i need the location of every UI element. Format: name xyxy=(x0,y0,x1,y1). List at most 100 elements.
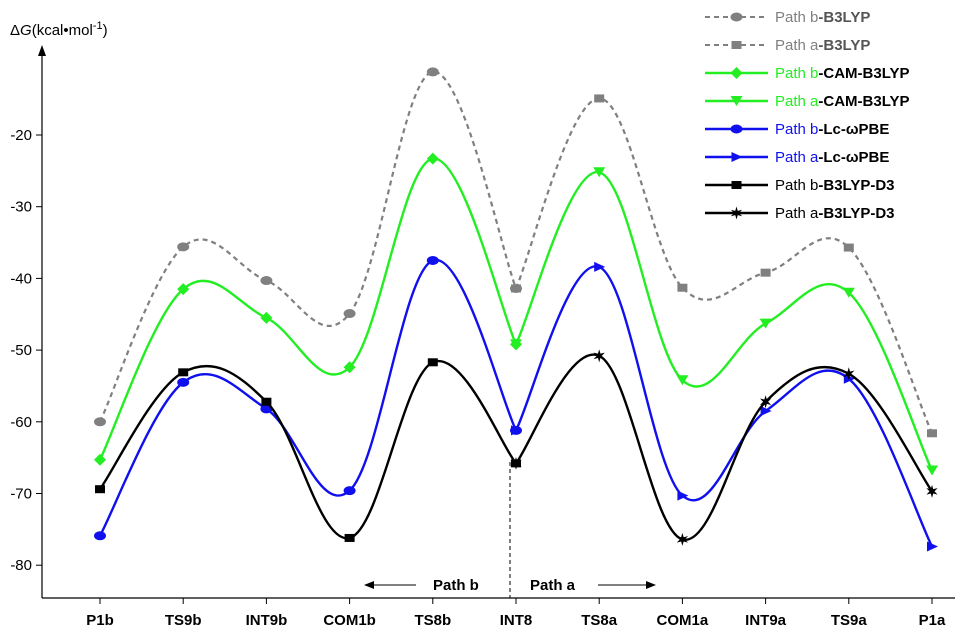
data-point-marker xyxy=(676,532,689,546)
x-tick-label: COM1b xyxy=(323,612,376,629)
data-point-marker xyxy=(427,358,438,367)
data-point-marker xyxy=(927,541,938,552)
x-tick-label: COM1a xyxy=(657,612,709,629)
data-point-marker xyxy=(760,268,771,277)
data-point-marker xyxy=(260,311,273,324)
series-7 xyxy=(510,349,938,546)
legend-item-4: Path b-Lc-ωPBE xyxy=(705,121,889,138)
series-line xyxy=(99,70,518,423)
data-point-marker xyxy=(343,309,356,319)
data-point-marker xyxy=(926,465,938,476)
x-tick-label: INT8 xyxy=(500,612,533,629)
legend-label: Path b-Lc-ωPBE xyxy=(775,121,889,138)
legend-label-method: -B3LYP xyxy=(818,9,870,26)
y-axis-label-close: ) xyxy=(103,22,108,39)
data-point-marker xyxy=(426,152,439,165)
data-point-marker xyxy=(177,283,190,296)
legend-label-path: Path b xyxy=(775,121,818,138)
series-6 xyxy=(95,358,521,542)
data-point-marker xyxy=(511,425,522,436)
legend-label-path: Path a xyxy=(775,149,819,166)
data-point-marker xyxy=(343,486,356,496)
legend-marker xyxy=(731,181,742,189)
legend-label: Path a-B3LYP-D3 xyxy=(775,205,895,222)
y-axis-label-sup: -1 xyxy=(93,20,103,32)
data-point-marker xyxy=(926,484,938,498)
y-axis-label-g: G xyxy=(20,22,32,39)
data-point-marker xyxy=(843,367,855,381)
path-a-annotation: Path a xyxy=(530,577,576,594)
legend-marker xyxy=(730,124,743,134)
legend-marker xyxy=(730,67,743,79)
legend-label-method: -Lc-ωPBE xyxy=(818,149,889,166)
y-axis-label: ΔG(kcal•mol-1) xyxy=(10,20,108,39)
data-point-marker xyxy=(677,490,689,501)
legend-label-method: -CAM-B3LYP xyxy=(818,93,909,110)
legend-label: Path a-B3LYP xyxy=(775,37,870,54)
data-point-marker xyxy=(95,485,105,494)
series-line xyxy=(99,359,517,540)
legend-marker xyxy=(730,12,743,22)
data-point-marker xyxy=(927,429,937,438)
series-2 xyxy=(94,152,522,466)
data-point-marker xyxy=(511,284,521,293)
data-point-marker xyxy=(677,283,688,292)
data-point-marker xyxy=(177,377,190,387)
y-tick-label: -40 xyxy=(10,270,32,287)
data-point-marker xyxy=(343,361,356,374)
legend-label-path: Path b xyxy=(775,65,818,82)
legend-item-3: Path a-CAM-B3LYP xyxy=(705,93,910,110)
series-3 xyxy=(510,167,938,476)
y-tick-label: -80 xyxy=(10,557,32,574)
path-a-arrowhead xyxy=(646,581,656,589)
svg-text:ΔG(kcal•mol-1): ΔG(kcal•mol-1) xyxy=(10,20,108,39)
legend-label-path: Path b xyxy=(775,9,818,26)
series-line xyxy=(514,265,934,548)
legend-item-0: Path b-B3LYP xyxy=(705,9,870,26)
series-line xyxy=(514,97,934,434)
data-point-marker xyxy=(760,406,772,417)
data-point-marker xyxy=(842,287,855,298)
data-point-marker xyxy=(594,94,605,103)
legend-label-method: -B3LYP-D3 xyxy=(818,205,894,222)
y-tick-label: -50 xyxy=(10,342,32,359)
axes: -80 -70 -60 -50 -40 -30 -20 P1b TS9b INT9b COM1b TS… xyxy=(10,45,955,629)
y-tick-label: -60 xyxy=(10,414,32,431)
y-tick-label: -20 xyxy=(10,127,32,144)
legend-item-6: Path b-B3LYP-D3 xyxy=(705,177,895,194)
path-b-annotation: Path b xyxy=(433,577,479,594)
data-point-marker xyxy=(94,417,106,427)
x-tick-label: P1b xyxy=(86,612,114,629)
legend-label-path: Path a xyxy=(775,205,819,222)
data-point-marker xyxy=(94,453,106,466)
series-line xyxy=(98,157,518,461)
data-point-marker xyxy=(594,261,606,272)
y-axis-label-delta: Δ xyxy=(10,22,20,39)
data-point-marker xyxy=(510,456,522,470)
data-point-marker xyxy=(94,531,106,541)
series-4 xyxy=(94,255,522,541)
data-point-marker xyxy=(260,276,273,286)
series-1 xyxy=(511,94,937,438)
series-layer xyxy=(94,67,938,552)
series-5 xyxy=(511,261,938,552)
data-point-marker xyxy=(426,67,439,77)
series-line xyxy=(515,353,933,541)
legend-item-2: Path b-CAM-B3LYP xyxy=(705,65,910,82)
legend-label: Path b-B3LYP-D3 xyxy=(775,177,895,194)
x-tick-label: INT9b xyxy=(246,612,288,629)
data-point-marker xyxy=(178,368,189,377)
legend-label-path: Path a xyxy=(775,93,819,110)
legend-label: Path b-B3LYP xyxy=(775,9,870,26)
legend-label-method: -CAM-B3LYP xyxy=(818,65,909,82)
data-point-marker xyxy=(759,318,772,329)
series-line xyxy=(98,259,518,537)
legend-marker xyxy=(731,41,742,49)
legend-marker xyxy=(731,152,743,162)
y-tick-label: -30 xyxy=(10,199,32,216)
legend-marker xyxy=(730,96,743,106)
data-point-marker xyxy=(426,255,439,265)
data-point-marker xyxy=(177,242,190,252)
